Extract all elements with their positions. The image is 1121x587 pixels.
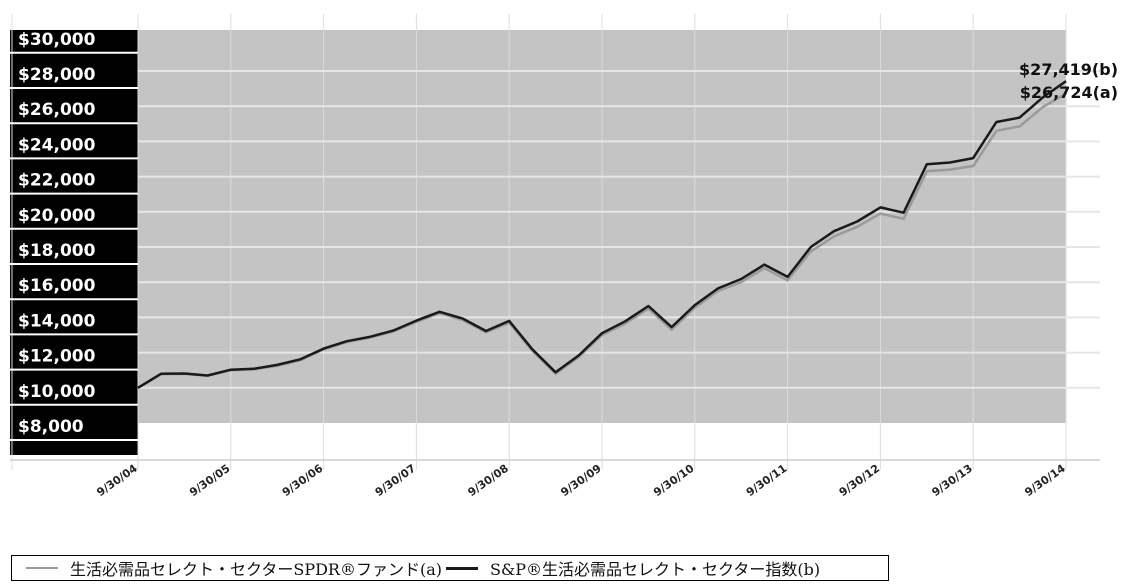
y-tick-label: $30,000	[18, 30, 96, 50]
y-tick-label: $14,000	[18, 311, 96, 331]
legend: 生活必需品セレクト・セクターSPDR®ファンド(a) S&P®生活必需品セレクト…	[11, 555, 889, 581]
legend-item-index: S&P®生活必需品セレクト・セクター指数(b)	[442, 556, 820, 580]
x-tick-label: 9/30/13	[930, 462, 975, 499]
x-tick-label: 9/30/07	[373, 462, 418, 499]
end-value-label: $27,419(b)	[1019, 60, 1118, 79]
x-tick-label: 9/30/05	[187, 462, 232, 499]
y-tick-label: $12,000	[18, 347, 96, 367]
x-tick-label: 9/30/09	[558, 462, 603, 499]
y-tick-label: $28,000	[18, 65, 96, 85]
y-tick-label: $16,000	[18, 276, 96, 296]
y-tick-label: $18,000	[18, 241, 96, 261]
legend-label-index: S&P®生活必需品セレクト・セクター指数(b)	[490, 560, 821, 579]
y-tick-labels: $30,000 $28,000 $26,000 $24,000 $22,000 $20,0…	[18, 30, 96, 437]
y-tick-label: $26,000	[18, 100, 96, 120]
x-tick-label: 9/30/06	[280, 462, 326, 499]
end-value-labels: $27,419(b) $26,724(a)	[1019, 60, 1118, 102]
legend-label-fund: 生活必需品セレクト・セクターSPDR®ファンド(a)	[70, 560, 442, 579]
y-tick-label: $8,000	[18, 417, 84, 437]
series-lines	[137, 80, 1067, 389]
series-line-index	[137, 80, 1067, 389]
y-axis-label-band	[10, 30, 138, 455]
x-tick-label: 9/30/11	[744, 462, 789, 499]
x-tick-label: 9/30/14	[1022, 462, 1068, 499]
legend-swatch-fund	[26, 567, 58, 569]
end-value-label: $26,724(a)	[1020, 83, 1118, 102]
legend-swatch-index	[446, 566, 478, 570]
horizontal-gridlines	[10, 51, 1100, 441]
x-tick-label: 9/30/10	[651, 462, 697, 499]
legend-item-fund: 生活必需品セレクト・セクターSPDR®ファンド(a)	[12, 556, 442, 580]
x-tick-labels: 9/30/04 9/30/05 9/30/06 9/30/07 9/30/08 9/30/…	[94, 462, 1068, 499]
y-tick-label: $10,000	[18, 382, 96, 402]
x-tick-label: 9/30/08	[466, 462, 511, 499]
vertical-gridlines	[11, 14, 1067, 470]
y-tick-label: $24,000	[18, 135, 96, 155]
y-tick-label: $22,000	[18, 171, 96, 191]
y-tick-label: $20,000	[18, 206, 96, 226]
x-tick-label: 9/30/04	[94, 462, 140, 499]
x-tick-label: 9/30/12	[837, 462, 882, 499]
